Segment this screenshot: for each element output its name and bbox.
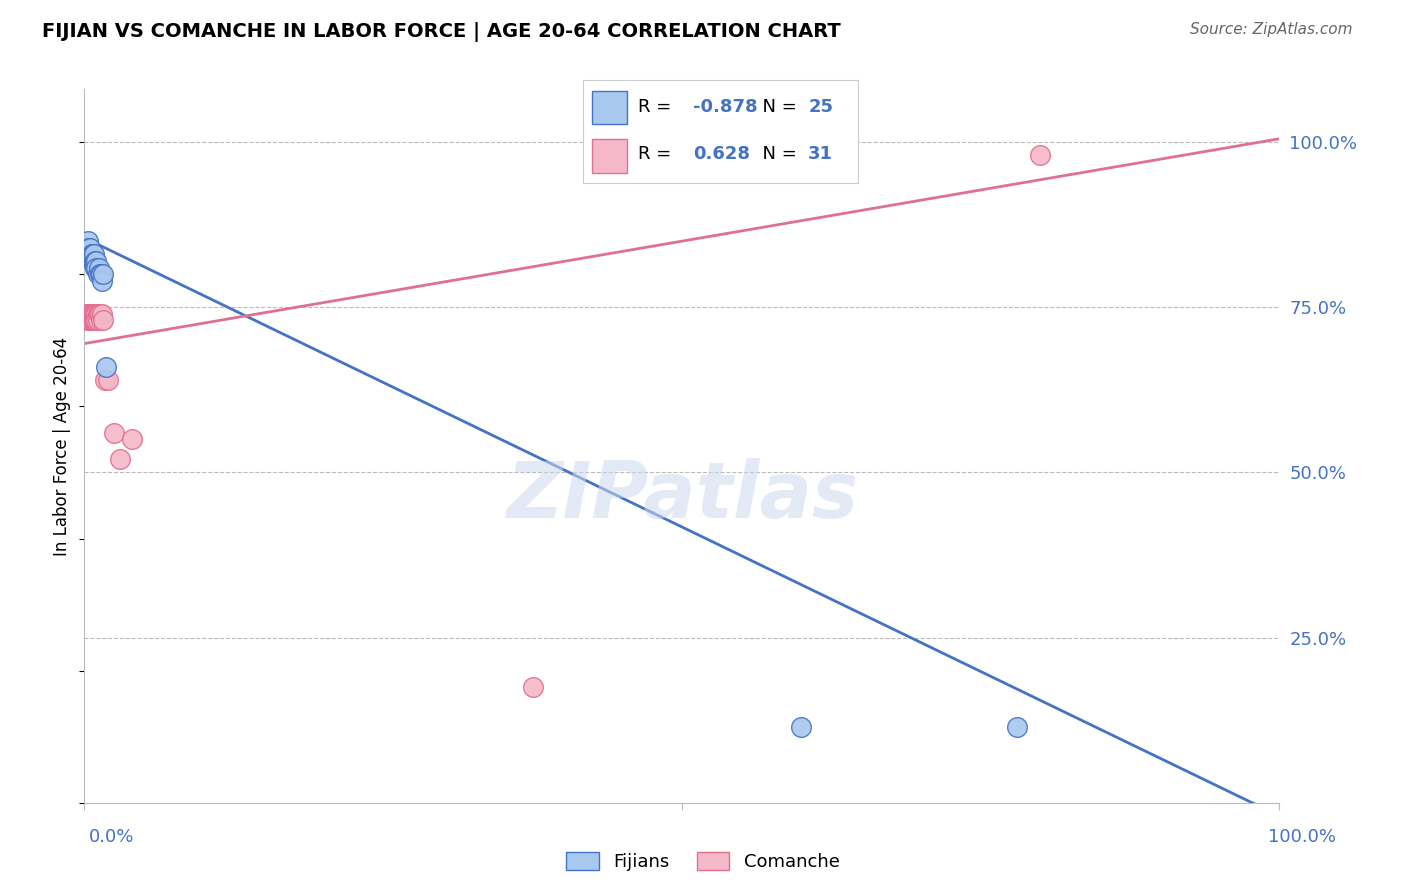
Point <box>86 267 108 281</box>
Point <box>86 307 108 321</box>
Point <box>89 307 111 321</box>
Point <box>110 452 132 467</box>
Point <box>93 373 115 387</box>
Point <box>82 254 104 268</box>
Point <box>93 313 115 327</box>
Text: 31: 31 <box>808 145 834 163</box>
Point <box>84 260 107 275</box>
Text: -0.878: -0.878 <box>693 98 758 116</box>
Point <box>80 254 103 268</box>
Legend: Fijians, Comanche: Fijians, Comanche <box>560 845 846 879</box>
Point <box>86 260 108 275</box>
Point <box>91 307 114 321</box>
Text: R =: R = <box>638 145 683 163</box>
Point <box>522 680 544 694</box>
Point <box>77 247 100 261</box>
Point <box>80 247 103 261</box>
Point <box>82 307 104 321</box>
Point <box>83 313 105 327</box>
Point <box>790 720 813 734</box>
Point <box>103 425 125 440</box>
Point <box>79 307 101 321</box>
Text: 25: 25 <box>808 98 834 116</box>
Point <box>76 241 98 255</box>
Text: R =: R = <box>638 98 678 116</box>
Text: 100.0%: 100.0% <box>1268 828 1336 846</box>
Bar <box>592 139 627 173</box>
Point <box>86 313 108 327</box>
Point <box>87 307 110 321</box>
Point <box>93 267 115 281</box>
Y-axis label: In Labor Force | Age 20-64: In Labor Force | Age 20-64 <box>53 336 72 556</box>
Point <box>1005 720 1028 734</box>
Point <box>76 307 98 321</box>
Point <box>121 433 143 447</box>
Point <box>83 247 105 261</box>
Bar <box>592 91 627 124</box>
Point <box>77 307 100 321</box>
Point <box>77 307 100 321</box>
Point <box>79 313 101 327</box>
Point <box>79 247 101 261</box>
Point <box>82 313 104 327</box>
Point <box>86 307 108 321</box>
Point <box>80 307 103 321</box>
Point <box>77 313 100 327</box>
Text: 0.0%: 0.0% <box>89 828 134 846</box>
Point <box>84 307 107 321</box>
Point <box>83 254 105 268</box>
Point <box>77 313 100 327</box>
Point <box>84 254 107 268</box>
Point <box>86 313 108 327</box>
Point <box>83 307 105 321</box>
Point <box>97 373 120 387</box>
Text: N =: N = <box>751 145 803 163</box>
Point <box>89 267 111 281</box>
Text: ZIPatlas: ZIPatlas <box>506 458 858 534</box>
Point <box>91 274 114 288</box>
Text: 0.628: 0.628 <box>693 145 751 163</box>
Point <box>90 313 112 327</box>
Point <box>94 359 117 374</box>
Text: Source: ZipAtlas.com: Source: ZipAtlas.com <box>1189 22 1353 37</box>
Text: N =: N = <box>751 98 803 116</box>
Point <box>77 241 100 255</box>
Point <box>77 234 100 248</box>
Point <box>80 313 103 327</box>
Point <box>87 260 110 275</box>
Point <box>90 267 112 281</box>
Point <box>84 313 107 327</box>
Point <box>86 254 108 268</box>
Text: FIJIAN VS COMANCHE IN LABOR FORCE | AGE 20-64 CORRELATION CHART: FIJIAN VS COMANCHE IN LABOR FORCE | AGE … <box>42 22 841 42</box>
Point <box>82 247 104 261</box>
Point <box>79 241 101 255</box>
Point <box>1029 148 1052 162</box>
